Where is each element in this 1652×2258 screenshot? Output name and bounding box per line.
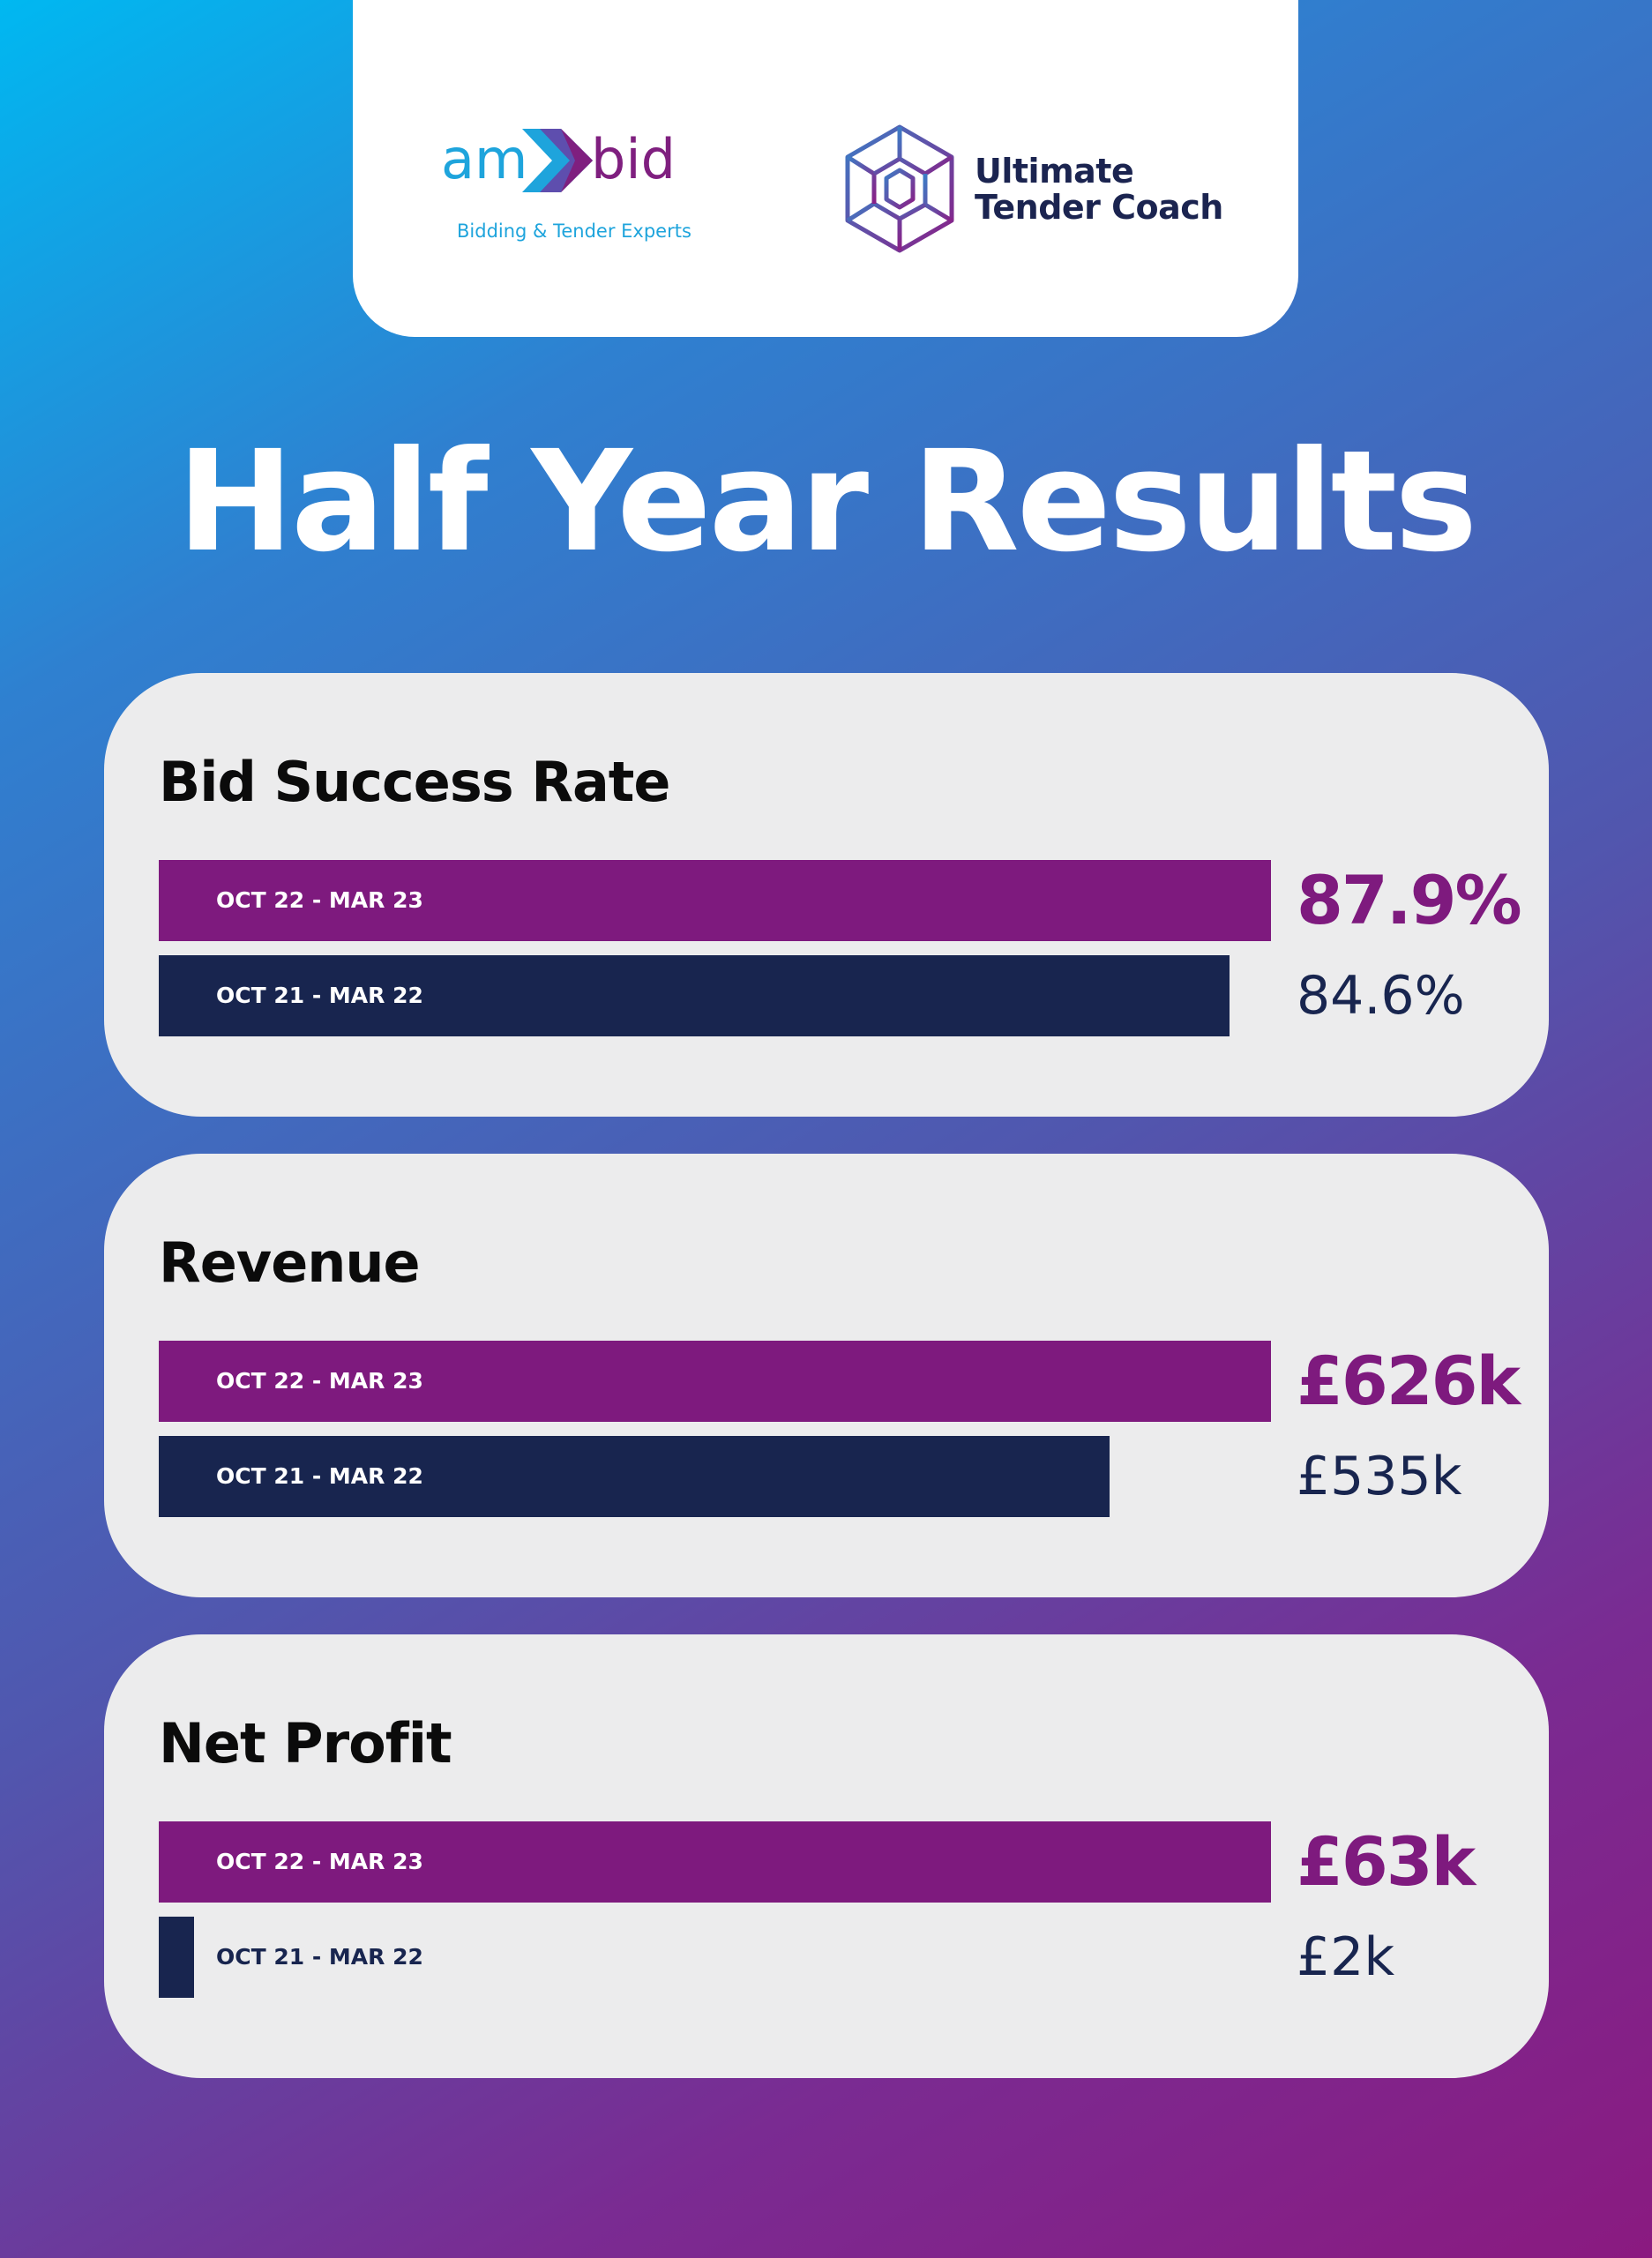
ambid-logo-bid: bid xyxy=(591,127,676,191)
bid-success-rate-bar-current xyxy=(159,860,1271,941)
net-profit-value-current: £63k xyxy=(1297,1822,1476,1901)
revenue-bar-previous xyxy=(159,1436,1110,1517)
utc-wordmark: Ultimate Tender Coach xyxy=(975,153,1223,226)
revenue-period-label-previous: OCT 21 - MAR 22 xyxy=(216,1463,423,1489)
net-profit-bar-current xyxy=(159,1821,1271,1903)
net-profit-value-previous: £2k xyxy=(1297,1926,1395,1988)
net-profit-period-label-current: OCT 22 - MAR 23 xyxy=(216,1849,423,1874)
net-profit-card: Net Profit OCT 22 - MAR 23 £63k OCT 21 - MA… xyxy=(104,1634,1549,2078)
revenue-value-previous: £535k xyxy=(1297,1446,1462,1507)
logo-panel: am bid Bidding & Tender Experts xyxy=(353,0,1298,337)
bid-success-rate-period-label-current: OCT 22 - MAR 23 xyxy=(216,887,423,913)
revenue-period-label-current: OCT 22 - MAR 23 xyxy=(216,1368,423,1394)
bid-success-rate-period-label-previous: OCT 21 - MAR 22 xyxy=(216,983,423,1008)
utc-cube-icon xyxy=(845,124,954,253)
utc-logo: Ultimate Tender Coach xyxy=(842,123,1248,256)
bid-success-rate-value-current: 87.9% xyxy=(1297,861,1522,939)
revenue-bar-current xyxy=(159,1341,1271,1422)
bid-success-rate-title: Bid Success Rate xyxy=(159,750,670,814)
ambid-tagline: Bidding & Tender Experts xyxy=(457,221,691,242)
utc-line-2: Tender Coach xyxy=(975,188,1223,228)
ambid-logo-am: am xyxy=(441,127,528,191)
ambid-logo: am bid Bidding & Tender Experts xyxy=(441,127,691,256)
net-profit-title: Net Profit xyxy=(159,1711,452,1776)
utc-line-1: Ultimate xyxy=(975,152,1134,191)
net-profit-bar-previous xyxy=(159,1917,194,1998)
bid-success-rate-bar-previous xyxy=(159,955,1230,1036)
ambid-chevron-icon xyxy=(522,129,593,192)
net-profit-period-label-previous: OCT 21 - MAR 22 xyxy=(216,1944,423,1970)
revenue-title: Revenue xyxy=(159,1230,421,1295)
revenue-card: Revenue OCT 22 - MAR 23 £626k OCT 21 - MAR … xyxy=(104,1154,1549,1597)
bid-success-rate-card: Bid Success Rate OCT 22 - MAR 23 87.9% OCT … xyxy=(104,673,1549,1117)
page-title: Half Year Results xyxy=(176,421,1477,583)
revenue-value-current: £626k xyxy=(1297,1342,1521,1420)
bid-success-rate-value-previous: 84.6% xyxy=(1297,965,1465,1027)
